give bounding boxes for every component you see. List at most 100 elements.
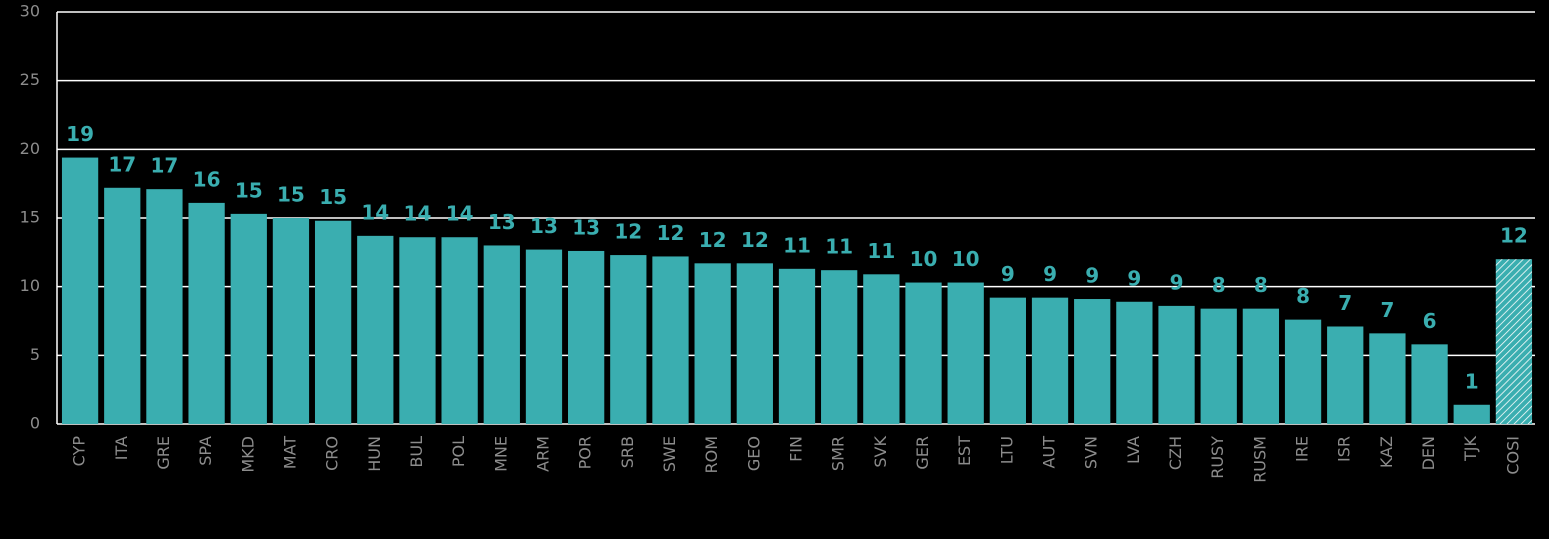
bar bbox=[1453, 404, 1490, 424]
x-tick-label: SWE bbox=[660, 436, 679, 472]
x-tick-label: ROM bbox=[702, 436, 721, 474]
x-tick-label: RUSM bbox=[1250, 436, 1269, 483]
value-label: 15 bbox=[235, 178, 263, 202]
bar bbox=[230, 213, 267, 424]
bar bbox=[1284, 319, 1322, 424]
bar bbox=[863, 274, 900, 424]
bar bbox=[1242, 308, 1280, 424]
value-label: 8 bbox=[1296, 284, 1310, 308]
x-tick-label: POL bbox=[449, 436, 468, 467]
x-tick-label: MNE bbox=[491, 436, 510, 472]
x-tick-label: MKD bbox=[238, 436, 257, 473]
value-label: 10 bbox=[910, 247, 938, 271]
value-label: 13 bbox=[572, 215, 600, 239]
value-label: 9 bbox=[1127, 266, 1141, 290]
value-label: 9 bbox=[1043, 262, 1057, 286]
bar bbox=[1495, 259, 1533, 424]
value-label: 16 bbox=[193, 167, 221, 191]
x-tick-label: SPA bbox=[196, 436, 215, 466]
value-label: 8 bbox=[1212, 273, 1226, 297]
bar bbox=[272, 218, 310, 424]
x-tick-label: ITA bbox=[112, 436, 131, 460]
value-label: 9 bbox=[1085, 264, 1099, 288]
value-label: 19 bbox=[66, 122, 94, 146]
x-tick-label: SVK bbox=[871, 435, 890, 467]
value-label: 14 bbox=[361, 200, 389, 224]
value-label: 11 bbox=[825, 235, 853, 259]
x-tick-label: TJK bbox=[1461, 435, 1480, 461]
x-tick-label: CRO bbox=[323, 436, 342, 471]
x-tick-label: AUT bbox=[1040, 436, 1059, 469]
y-tick-label: 10 bbox=[20, 276, 40, 295]
bar bbox=[1031, 297, 1069, 424]
x-tick-label: RUSY bbox=[1208, 436, 1227, 479]
value-label: 13 bbox=[530, 214, 558, 238]
x-tick-label: SMR bbox=[829, 436, 848, 471]
bar bbox=[652, 256, 689, 424]
x-tick-label: SVN bbox=[1082, 436, 1101, 469]
value-label: 10 bbox=[952, 247, 980, 271]
bar bbox=[104, 187, 141, 424]
bar bbox=[1158, 305, 1195, 424]
y-tick-label: 30 bbox=[20, 2, 40, 21]
x-tick-label: CYP bbox=[70, 436, 89, 467]
bar bbox=[399, 237, 436, 424]
x-tick-label: KAZ bbox=[1377, 436, 1396, 468]
bar bbox=[568, 250, 605, 424]
value-label: 15 bbox=[319, 185, 347, 209]
x-tick-label: BUL bbox=[407, 436, 426, 468]
value-label: 9 bbox=[1001, 262, 1015, 286]
bar bbox=[989, 297, 1026, 424]
x-tick-label: GEO bbox=[744, 436, 763, 471]
value-label: 12 bbox=[699, 228, 727, 252]
value-label: 14 bbox=[446, 202, 474, 226]
bar bbox=[947, 282, 984, 424]
bar bbox=[1411, 344, 1448, 424]
x-tick-label: GRE bbox=[154, 436, 173, 470]
bar bbox=[1200, 308, 1237, 424]
value-label: 15 bbox=[277, 183, 305, 207]
x-tick-label: LVA bbox=[1124, 436, 1143, 464]
x-tick-label: SRB bbox=[618, 436, 637, 468]
value-label: 12 bbox=[657, 221, 685, 245]
value-label: 17 bbox=[151, 154, 179, 178]
y-tick-label: 25 bbox=[20, 70, 40, 89]
x-tick-label: DEN bbox=[1419, 436, 1438, 470]
bar bbox=[441, 237, 478, 424]
bar bbox=[1074, 299, 1111, 424]
x-tick-label: MAT bbox=[280, 436, 299, 470]
value-label: 7 bbox=[1338, 291, 1352, 315]
x-tick-label: COSI bbox=[1503, 436, 1522, 475]
value-label: 9 bbox=[1170, 270, 1184, 294]
bar bbox=[821, 270, 858, 424]
y-tick-label: 20 bbox=[20, 139, 40, 158]
bar bbox=[61, 157, 99, 424]
value-label: 7 bbox=[1380, 298, 1394, 322]
x-tick-label: POR bbox=[576, 436, 595, 469]
value-label: 17 bbox=[108, 152, 136, 176]
bar bbox=[1327, 326, 1364, 424]
value-label: 11 bbox=[867, 239, 895, 263]
bar bbox=[483, 245, 520, 424]
bar bbox=[610, 255, 647, 424]
x-tick-label: ISR bbox=[1335, 436, 1354, 462]
value-label: 1 bbox=[1465, 369, 1479, 393]
x-tick-label: ARM bbox=[533, 436, 552, 472]
value-label: 13 bbox=[488, 210, 516, 234]
value-label: 12 bbox=[741, 228, 769, 252]
bar bbox=[314, 220, 352, 424]
bar bbox=[1116, 301, 1153, 424]
x-tick-label: LTU bbox=[997, 436, 1016, 464]
bar bbox=[525, 249, 563, 424]
y-tick-label: 0 bbox=[30, 414, 40, 433]
bar bbox=[736, 263, 773, 424]
bar bbox=[357, 235, 394, 424]
bar bbox=[778, 268, 816, 424]
value-label: 12 bbox=[614, 220, 642, 244]
bar bbox=[1369, 333, 1406, 424]
x-tick-label: CZH bbox=[1166, 436, 1185, 470]
x-tick-label: IRE bbox=[1293, 436, 1312, 462]
bar bbox=[188, 202, 225, 424]
bar bbox=[146, 189, 183, 424]
